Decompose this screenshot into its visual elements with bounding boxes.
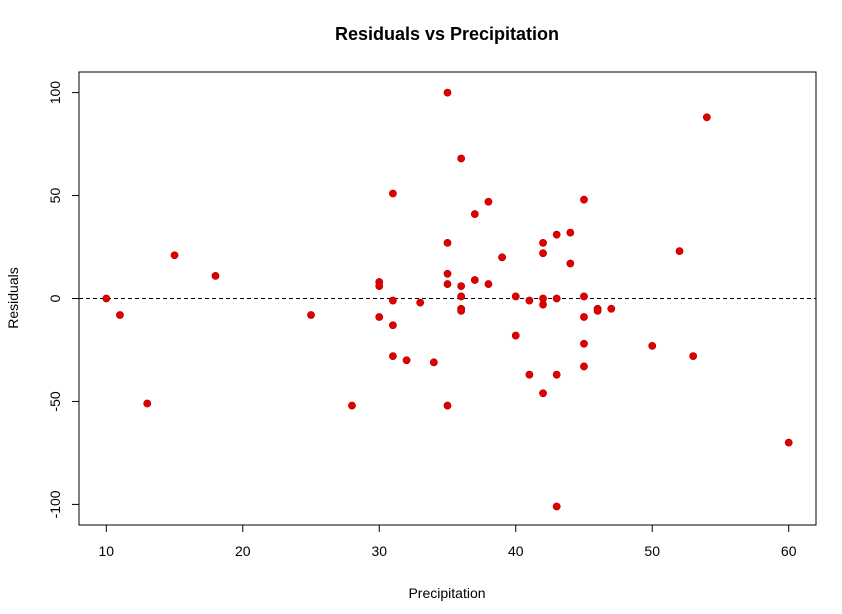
data-point: [416, 298, 425, 307]
data-point: [389, 189, 397, 198]
data-point: [580, 313, 588, 321]
y-axis: -100 -50 0 50 100: [47, 81, 80, 518]
data-point: [539, 249, 547, 258]
x-tick-label: 10: [99, 543, 115, 559]
data-point: [784, 438, 793, 447]
data-point: [429, 358, 438, 367]
data-point: [580, 195, 588, 204]
data-point: [539, 239, 547, 247]
data-point: [539, 300, 547, 309]
data-point: [675, 247, 684, 256]
y-tick-label: 0: [47, 294, 63, 302]
data-point: [443, 88, 452, 97]
data-point: [116, 311, 124, 319]
data-point: [552, 370, 561, 379]
data-point: [552, 230, 561, 239]
data-point: [580, 339, 588, 348]
data-point: [607, 304, 616, 313]
data-point: [457, 154, 466, 163]
data-point: [566, 259, 575, 268]
data-points: [102, 88, 793, 511]
data-point: [470, 276, 479, 284]
y-axis-label: Residuals: [5, 267, 21, 328]
y-tick-label: -50: [47, 391, 63, 411]
data-point: [457, 292, 466, 301]
data-point: [511, 331, 520, 340]
x-axis-label: Precipitation: [408, 585, 485, 601]
data-point: [525, 370, 534, 379]
data-point: [484, 280, 493, 288]
data-point: [580, 292, 588, 301]
data-point: [552, 502, 561, 511]
x-tick-label: 40: [508, 543, 524, 559]
x-tick-label: 60: [781, 543, 797, 559]
data-point: [389, 352, 397, 361]
data-point: [443, 280, 452, 288]
data-point: [443, 239, 452, 247]
data-point: [375, 282, 384, 291]
data-point: [484, 197, 493, 206]
data-point: [702, 113, 711, 122]
data-point: [389, 321, 397, 330]
chart-title: Residuals vs Precipitation: [335, 24, 559, 44]
data-point: [648, 341, 657, 350]
y-tick-label: -100: [47, 490, 63, 518]
data-point: [443, 401, 452, 410]
data-point: [402, 356, 411, 365]
x-tick-label: 20: [235, 543, 251, 559]
data-point: [375, 313, 384, 321]
data-point: [170, 251, 179, 260]
data-point: [443, 269, 452, 278]
data-point: [511, 292, 520, 301]
data-point: [593, 306, 602, 315]
data-point: [566, 228, 575, 237]
data-point: [143, 399, 152, 408]
data-point: [498, 253, 506, 262]
data-point: [307, 311, 315, 319]
data-point: [389, 296, 397, 305]
data-point: [552, 294, 561, 303]
x-tick-label: 50: [644, 543, 660, 559]
data-point: [689, 352, 698, 361]
x-axis: 10 20 30 40 50 60: [99, 524, 797, 559]
data-point: [457, 282, 466, 291]
y-tick-label: 100: [47, 81, 63, 105]
y-tick-label: 50: [47, 188, 63, 204]
data-point: [211, 271, 220, 280]
data-point: [102, 294, 111, 303]
data-point: [470, 210, 479, 218]
data-point: [457, 306, 466, 315]
data-point: [348, 401, 356, 410]
data-point: [525, 296, 534, 305]
x-tick-label: 30: [371, 543, 387, 559]
data-point: [539, 389, 547, 398]
data-point: [580, 362, 588, 371]
